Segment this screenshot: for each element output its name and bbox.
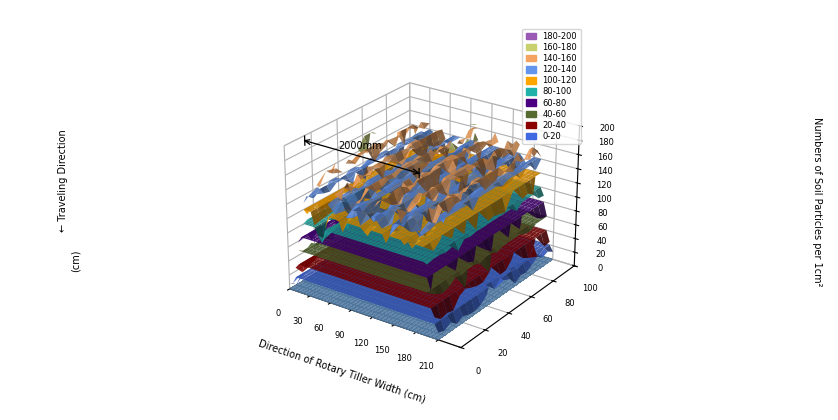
- Text: Numbers of Soil Particles per 1cm²: Numbers of Soil Particles per 1cm²: [812, 117, 822, 286]
- Legend: 180-200, 160-180, 140-160, 120-140, 100-120, 80-100, 60-80, 40-60, 20-40, 0-20: 180-200, 160-180, 140-160, 120-140, 100-…: [522, 29, 581, 144]
- Text: (cm): (cm): [70, 249, 80, 272]
- X-axis label: Direction of Rotary Tiller Width (cm): Direction of Rotary Tiller Width (cm): [257, 339, 427, 405]
- Text: ← Traveling Direction: ← Traveling Direction: [58, 129, 68, 232]
